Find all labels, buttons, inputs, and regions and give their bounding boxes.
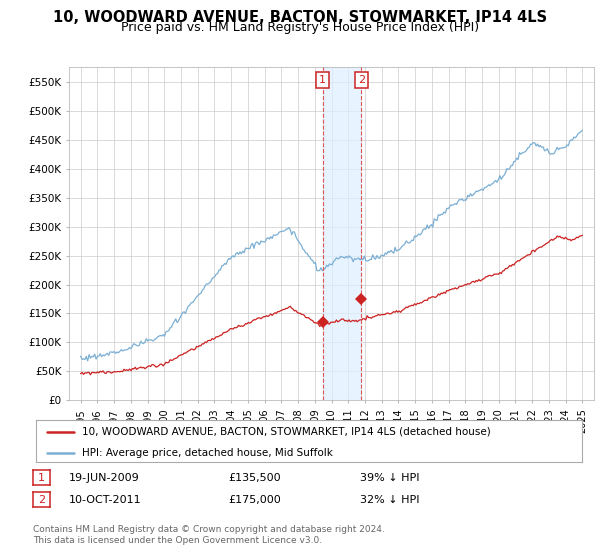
Text: 10-OCT-2011: 10-OCT-2011 [69, 494, 142, 505]
Bar [323, 67, 361, 400]
Text: HPI: Average price, detached house, Mid Suffolk: HPI: Average price, detached house, Mid … [82, 448, 333, 458]
Text: 10, WOODWARD AVENUE, BACTON, STOWMARKET, IP14 4LS: 10, WOODWARD AVENUE, BACTON, STOWMARKET,… [53, 10, 547, 25]
Text: 1: 1 [38, 473, 45, 483]
Text: Price paid vs. HM Land Registry's House Price Index (HPI): Price paid vs. HM Land Registry's House … [121, 21, 479, 34]
Text: 2: 2 [38, 494, 45, 505]
Text: £175,000: £175,000 [228, 494, 281, 505]
Text: 39% ↓ HPI: 39% ↓ HPI [360, 473, 419, 483]
Text: 1: 1 [319, 75, 326, 85]
Text: 2: 2 [358, 75, 365, 85]
Text: 32% ↓ HPI: 32% ↓ HPI [360, 494, 419, 505]
Text: Contains HM Land Registry data © Crown copyright and database right 2024.
This d: Contains HM Land Registry data © Crown c… [33, 525, 385, 545]
Text: £135,500: £135,500 [228, 473, 281, 483]
Text: 19-JUN-2009: 19-JUN-2009 [69, 473, 140, 483]
Text: 10, WOODWARD AVENUE, BACTON, STOWMARKET, IP14 4LS (detached house): 10, WOODWARD AVENUE, BACTON, STOWMARKET,… [82, 427, 491, 437]
